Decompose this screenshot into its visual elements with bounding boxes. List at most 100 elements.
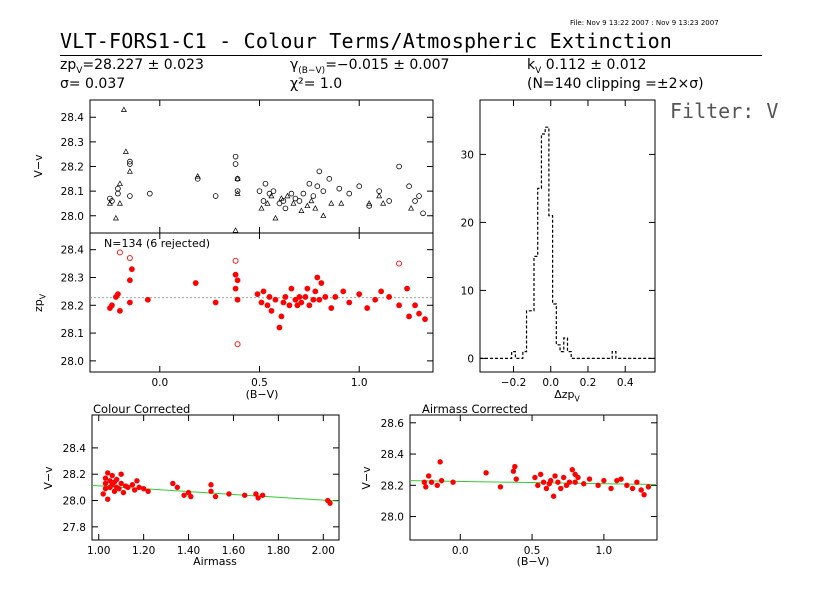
data-point-circle — [356, 183, 363, 190]
data-point — [421, 479, 428, 485]
y-tick-label: 28.0 — [63, 496, 86, 508]
accepted-point — [416, 310, 422, 317]
data-point — [100, 491, 106, 497]
accepted-point — [314, 274, 321, 281]
chi-value: χ²= 1.0 — [290, 76, 343, 92]
data-point-triangle — [376, 192, 383, 199]
accepted-point — [406, 313, 412, 320]
data-point — [629, 485, 636, 492]
x-tick-label: 0.2 — [580, 377, 597, 389]
y-tick-label: 28.3 — [61, 272, 84, 284]
accepted-point — [286, 302, 293, 309]
panel-histogram: 0 10 20 30 −0.2 0.0 0.2 0.4 ΔzpV — [461, 99, 656, 403]
data-point-circle — [115, 185, 121, 192]
y-tick-label: 28.3 — [61, 137, 84, 149]
title-rule — [60, 55, 762, 56]
data-point — [645, 484, 652, 490]
data-point-triangle — [106, 200, 113, 206]
data-point — [327, 500, 333, 506]
data-point-triangle — [232, 227, 239, 233]
data-point — [450, 479, 456, 485]
data-point — [437, 459, 443, 465]
data-point-circle — [314, 183, 321, 190]
data-point-circle — [127, 193, 133, 199]
colour-corrected-title: Colour Corrected — [93, 402, 190, 416]
x-axis-label: ΔzpV — [554, 388, 580, 403]
x-tick-label: 0.4 — [617, 377, 634, 389]
data-point — [116, 485, 122, 492]
data-point-triangle — [234, 175, 241, 181]
panel-zp-frame — [89, 232, 434, 373]
y-tick-label: 28.2 — [61, 162, 84, 174]
clipping-note: (N=140 clipping =±2×σ) — [527, 76, 704, 92]
data-point-triangle — [308, 197, 315, 204]
data-point — [170, 480, 176, 487]
data-point-circle — [280, 198, 287, 204]
accepted-point — [260, 288, 267, 295]
data-point-circle — [366, 203, 372, 209]
y-tick-label: 28.0 — [381, 512, 404, 524]
data-point — [253, 491, 259, 497]
y-tick-label: 0 — [467, 353, 474, 365]
data-point-circle — [316, 168, 323, 175]
data-point-circle — [420, 210, 426, 217]
y-axis-label: V−v — [32, 154, 45, 178]
accepted-point — [258, 299, 265, 306]
data-point — [555, 479, 561, 485]
data-point — [185, 489, 192, 496]
data-point — [532, 474, 538, 481]
x-tick-label: 0.0 — [542, 377, 559, 389]
accepted-point — [282, 294, 289, 300]
data-point — [136, 484, 142, 491]
gamma-value: γ(B−V)=−0.015 ± 0.007 — [290, 57, 450, 76]
data-point-circle — [386, 198, 392, 204]
y-axis-label: V−v — [42, 466, 55, 490]
data-point-triangle — [304, 202, 311, 209]
data-point — [438, 477, 445, 484]
data-point-circle — [306, 180, 313, 187]
x-tick-label: 0.5 — [524, 545, 541, 557]
data-point — [134, 478, 140, 484]
y-tick-label: 28.4 — [61, 112, 85, 124]
data-point-triangle — [112, 214, 119, 221]
accepted-point — [298, 299, 305, 306]
data-point — [188, 493, 194, 500]
x-tick-label: 1.20 — [132, 545, 155, 557]
rejected-point — [116, 249, 123, 256]
data-point-circle — [406, 183, 412, 190]
rejected-point — [396, 260, 403, 267]
y-tick-label: 20 — [461, 217, 474, 229]
data-point-circle — [256, 188, 263, 194]
y-tick-label: 28.2 — [61, 300, 84, 312]
histogram-outline — [480, 126, 655, 359]
data-point — [212, 493, 219, 500]
accepted-point — [126, 277, 133, 284]
x-tick-label: 1.40 — [177, 545, 200, 557]
accepted-point — [212, 299, 219, 306]
data-point — [512, 463, 518, 470]
data-point — [109, 472, 115, 479]
sample-annotation: N=134 (6 rejected) — [104, 237, 210, 250]
data-point — [131, 487, 138, 493]
y-tick-label: 28.0 — [61, 211, 84, 223]
data-point — [540, 479, 547, 485]
x-axis-label: (B−V) — [246, 388, 279, 401]
data-point — [208, 488, 214, 495]
data-point — [581, 481, 587, 487]
x-tick-label: 0.5 — [251, 377, 268, 389]
sigma-value: σ= 0.037 — [60, 76, 126, 92]
data-point — [543, 485, 550, 492]
data-point-circle — [288, 190, 295, 197]
accepted-point — [322, 294, 329, 300]
accepted-point — [192, 280, 199, 286]
accepted-point — [276, 324, 283, 331]
data-point-triangle — [312, 205, 319, 211]
data-point-circle — [282, 205, 289, 212]
zp-value: zpV=28.227 ± 0.023 — [60, 57, 204, 76]
y-tick-label: 28.1 — [61, 328, 84, 340]
panel-airmass-corrected: 28.0 28.2 28.4 28.6 0.0 0.5 1.0 Airmass Correct… — [360, 402, 658, 568]
data-point — [181, 492, 187, 498]
data-point — [618, 476, 624, 482]
data-point-triangle — [122, 148, 129, 154]
